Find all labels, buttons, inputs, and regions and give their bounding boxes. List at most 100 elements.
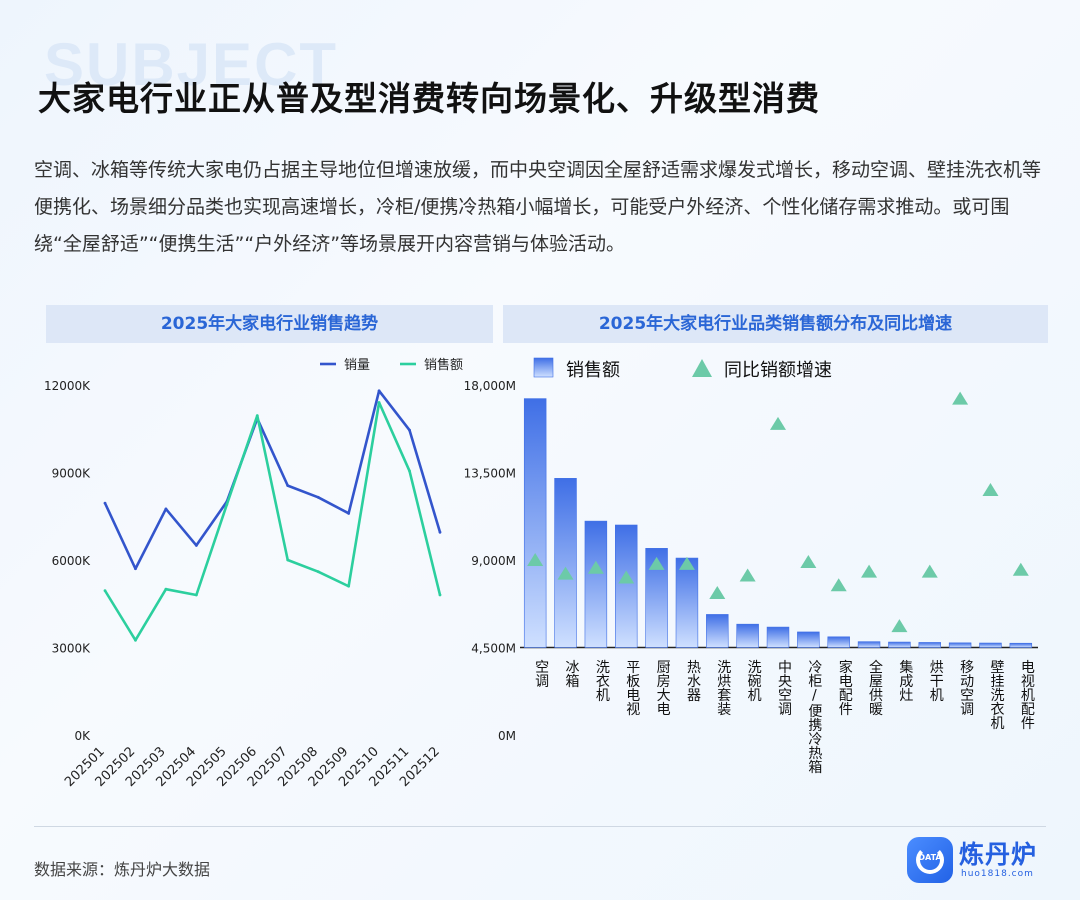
line-point [134, 567, 137, 571]
growth-marker [709, 586, 726, 600]
growth-marker [921, 564, 938, 578]
bar [554, 478, 577, 648]
bar [615, 524, 638, 648]
brand-logo-icon: DATA [907, 837, 953, 883]
growth-marker [952, 391, 969, 405]
growth-marker [527, 553, 544, 566]
data-source: 数据来源：炼丹炉大数据 [34, 860, 211, 879]
line-series-2 [103, 401, 442, 642]
growth-marker [618, 570, 635, 584]
y-tick-label: 9,000M [471, 554, 516, 568]
bar [918, 642, 941, 648]
line-point [164, 507, 168, 511]
line-point [316, 495, 320, 499]
x-tick-label: 全屋供暖 [867, 659, 883, 716]
line-point [103, 589, 107, 593]
bar [888, 641, 911, 648]
x-tick-label: 洗衣机 [594, 660, 610, 703]
bar [645, 548, 668, 648]
line-point [286, 558, 290, 562]
subject-watermark: SUBJECT [44, 31, 339, 98]
x-tick-label: 冰箱 [564, 660, 580, 688]
growth-marker [557, 566, 574, 580]
y-tick-label: 4,500M [471, 642, 516, 656]
line-point [286, 484, 290, 488]
x-tick-label: 热水器 [685, 660, 701, 702]
x-tick-label: 平板电视 [624, 660, 640, 717]
line-point [316, 570, 320, 574]
y-tick-label: 0M [498, 729, 516, 743]
growth-marker [982, 483, 999, 496]
line-point [377, 401, 381, 404]
y-tick-label: 3000K [52, 642, 92, 656]
line-point [225, 503, 229, 506]
bar [827, 636, 850, 648]
x-tick-label: 厨房大电 [655, 660, 671, 716]
x-tick-label: 集成灶 [897, 659, 913, 702]
growth-marker [800, 554, 817, 568]
x-tick-label: 移动空调 [958, 660, 974, 716]
y-tick-label: 13,500M [464, 467, 516, 481]
legend-label: 销售额 [566, 360, 620, 381]
y-tick-label: 9000K [52, 467, 92, 481]
line-point [377, 389, 381, 393]
line-point [408, 469, 411, 473]
y-tick-label: 18,000M [464, 379, 516, 393]
bar [675, 557, 699, 648]
legend-label: 销售额 [424, 357, 463, 373]
growth-marker [587, 560, 604, 574]
x-tick-label: 中央空调 [776, 660, 792, 716]
intro-paragraph: 空调、冰箱等传统大家电仍占据主导地位但增速放缓，而中央空调因全屋舒适需求爆发式增… [34, 159, 1042, 255]
bar [797, 631, 820, 648]
line-point [408, 428, 411, 432]
line-point [103, 501, 107, 505]
line-point [164, 587, 168, 591]
footer-divider [34, 826, 1046, 827]
growth-marker [770, 416, 786, 430]
bar [736, 623, 759, 648]
bar [584, 520, 608, 648]
logo-badge-text: DATA [918, 853, 942, 862]
logo-name: 炼丹炉 [959, 840, 1038, 869]
growth-marker [1012, 562, 1029, 576]
growth-marker [648, 556, 665, 570]
growth-marker [678, 556, 695, 570]
x-tick-label: 电视机配件 [1019, 660, 1035, 730]
line-point [438, 530, 442, 534]
logo-url: huo1818.com [961, 869, 1034, 879]
page-title: 大家电行业正从普及型消费转向场景化、升级型消费 [38, 79, 820, 118]
bar [1009, 642, 1033, 648]
y-tick-label: 6000K [52, 554, 92, 568]
x-tick-label: 家电配件 [837, 659, 853, 716]
bar [857, 641, 881, 648]
bar-chart-title: 2025年大家电行业品类销售额分布及同比增速 [503, 305, 1048, 343]
brand-logo: DATA 炼丹炉 huo1818.com [907, 835, 1055, 885]
bar [766, 626, 790, 648]
y-tick-label: 0K [74, 729, 91, 743]
line-point [347, 511, 351, 515]
growth-marker [861, 564, 878, 578]
bar [979, 642, 1002, 648]
line-point [134, 638, 137, 642]
legend-marker-swatch [692, 359, 712, 377]
bar [948, 642, 972, 648]
x-tick-label: 壁挂洗衣机 [988, 660, 1004, 731]
y-tick-label: 12000K [44, 379, 91, 393]
line-point [194, 544, 198, 547]
legend-label: 同比销额增速 [724, 360, 832, 381]
growth-marker [739, 568, 756, 582]
growth-marker [830, 578, 847, 592]
line-chart-title: 2025年大家电行业销售趋势 [46, 305, 493, 343]
line-series-1 [103, 389, 442, 571]
legend-label: 销量 [344, 358, 370, 373]
bar [706, 614, 729, 648]
legend-bar-swatch [533, 357, 554, 378]
line-point [255, 414, 259, 418]
x-tick-label: 洗碗机 [746, 660, 762, 703]
bar [523, 398, 547, 648]
x-tick-label: 洗烘套装 [715, 660, 731, 716]
line-point [347, 584, 351, 588]
growth-marker [891, 619, 908, 633]
x-tick-label: 烘干机 [928, 660, 944, 703]
line-point [194, 593, 198, 597]
